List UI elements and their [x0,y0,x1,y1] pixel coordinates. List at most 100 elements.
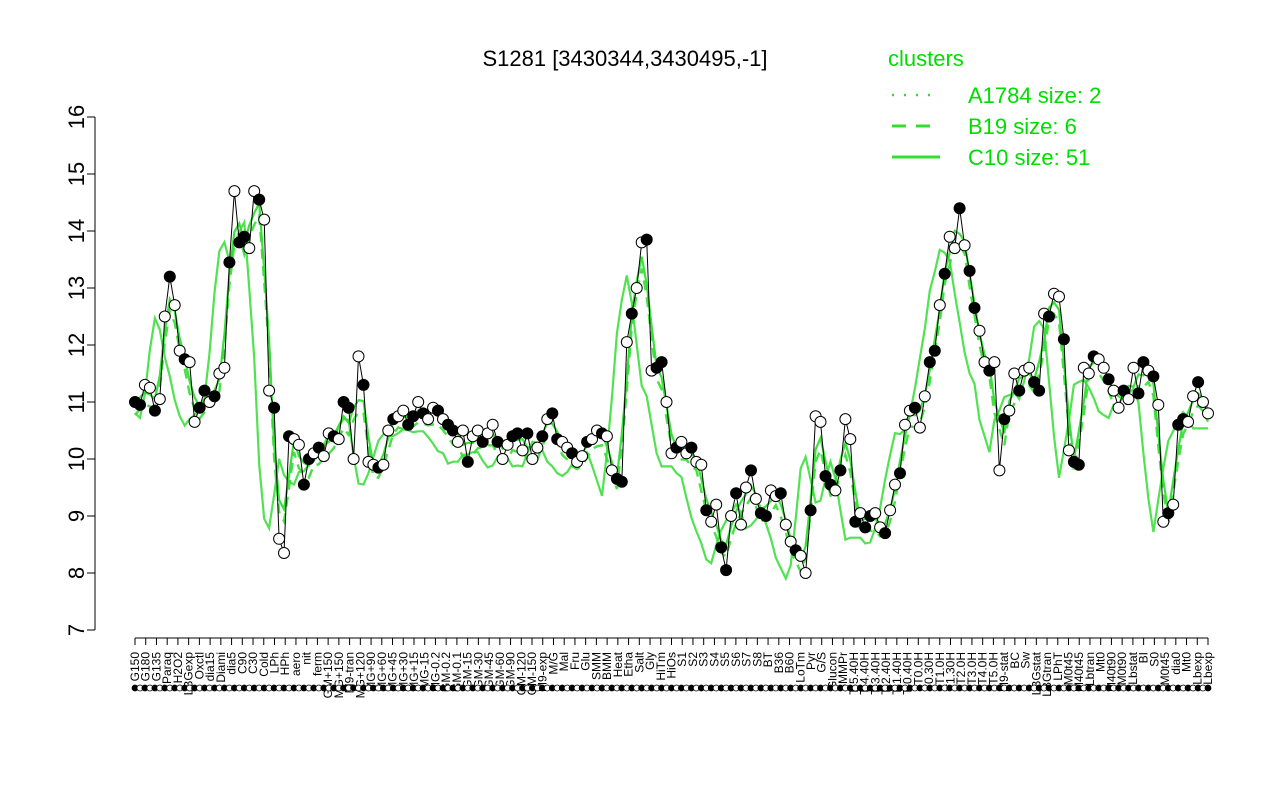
y-tick-label: 9 [64,510,89,522]
x-tick-label: GM-0.2 [439,652,453,692]
data-point [273,532,286,545]
x-tick-label: dia0 [1169,652,1183,675]
data-point [804,504,817,517]
data-point [894,467,906,480]
data-point [973,324,986,337]
data-point [923,356,936,369]
x-tick-label: Cold [257,652,271,677]
data-point [352,350,365,363]
x-tick-label: LBGexp [182,652,196,696]
data-point [153,393,166,406]
data-point [700,504,713,517]
data-point [516,444,529,457]
x-tick-label: MG-15 [418,652,432,689]
data-point [422,413,435,426]
data-point [814,415,827,428]
y-tick-label: 8 [64,567,89,579]
x-tick-label: G180 [139,652,153,682]
data-point [938,267,951,280]
x-tick-label: ferm [310,652,324,676]
data-point [243,242,256,255]
data-point [899,418,911,431]
x-tick-label: BMM [600,652,614,680]
data-point [908,401,921,414]
data-point [779,518,792,531]
data-point [600,430,613,443]
x-tick-label: S5 [718,652,732,667]
x-tick-label: S2 [686,652,700,667]
data-point [660,396,673,408]
x-tick-label: HiTm [654,652,668,681]
data-point [407,410,420,423]
x-tick-label: C90 [235,652,249,674]
data-point [223,256,236,269]
y-tick-label: 12 [64,333,89,357]
x-tick-label: T2.0H [954,652,968,685]
data-point [208,390,221,403]
data-point [317,450,330,463]
data-point [278,547,290,559]
x-tick-label: nit [300,651,314,664]
data-point [1132,387,1145,400]
y-tick-label: 11 [64,391,89,414]
x-tick-label: Paraq [160,652,174,684]
x-tick-label: GM-90 [504,652,518,689]
data-point [332,433,345,446]
data-point [163,270,176,283]
x-tick-label: Glucon [826,652,840,690]
x-tick-label: M0t90 [1115,652,1129,686]
data-point [576,450,589,463]
data-point [839,413,852,426]
data-point [183,356,196,369]
x-tick-label: LPh [268,652,282,673]
x-tick-label: MG+15 [407,652,421,692]
x-tick-label: Pyr [804,652,818,670]
data-point [268,401,281,414]
data-line [134,189,1209,574]
data-point [948,242,961,255]
x-tick-label: GM-45 [482,652,496,689]
data-point [461,455,474,468]
data-point [655,356,668,369]
x-tick-label: MG+90 [364,652,378,692]
data-point [953,202,966,215]
data-point [705,515,718,528]
points-layer [129,185,1214,579]
data-point [958,239,971,252]
data-point [228,185,241,198]
x-tick-label: T-1.40H [890,652,904,695]
x-tick-label: MG+30 [396,652,410,692]
x-tick-label: M9-tran [343,652,357,693]
x-tick-label: T-5.40H [847,652,861,695]
data-point [884,504,897,517]
data-point [1043,310,1055,323]
data-point [1033,384,1046,397]
x-tick-label: S3 [697,652,711,667]
data-point [446,424,459,437]
x-tick-label: BI [1137,652,1151,663]
data-point [1182,415,1195,428]
x-tick-label: dia15 [203,652,217,682]
data-point [933,299,946,312]
data-point [859,521,872,534]
x-tick-label: aero [289,652,303,676]
x-tick-label: LPhT [1051,651,1065,680]
data-point [749,492,762,505]
x-tick-label: GM-60 [493,652,507,689]
data-point [1008,367,1021,380]
x-tick-label: Mal [557,652,571,671]
y-tick-label: 15 [64,162,89,186]
data-point [1023,361,1036,374]
data-point [1107,384,1120,397]
x-tick-label: B60 [783,652,797,674]
data-point [620,336,633,349]
x-tick-label: Heat [611,651,625,677]
data-point [148,404,161,417]
x-tick-label: S7 [740,652,754,667]
data-point [1053,290,1065,303]
data-point [854,507,867,520]
data-point [357,378,370,391]
data-point [988,356,1001,369]
data-point [695,458,708,471]
